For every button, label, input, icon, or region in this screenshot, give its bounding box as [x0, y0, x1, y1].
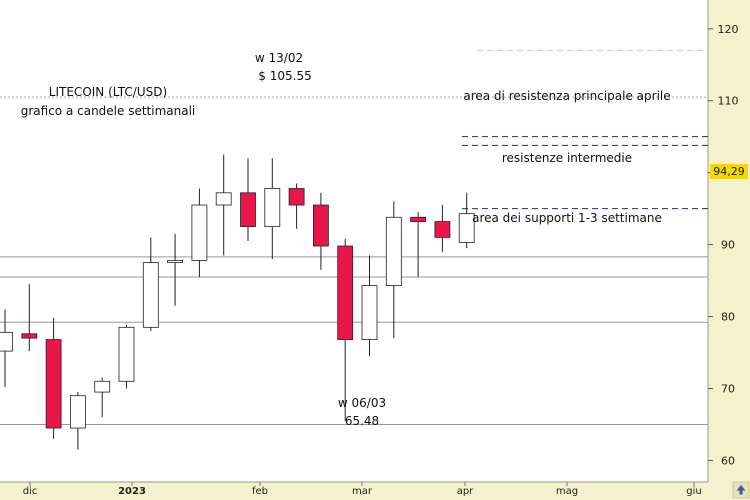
y-tick-label: 120 [718, 23, 739, 36]
candle-body-down [45, 339, 62, 429]
candle-body-down [337, 245, 354, 340]
y-axis-panel [708, 0, 750, 500]
candle-body-down [434, 221, 451, 238]
candle-body-down [312, 204, 329, 247]
x-tick-label: apr [457, 486, 474, 497]
annotation-low-value: 65.48 [345, 414, 379, 428]
candle-body-up [361, 285, 378, 340]
scroll-up-icon[interactable] [732, 481, 750, 499]
x-tick-label: feb [252, 486, 268, 497]
levels-layer [0, 49, 708, 425]
candle-body-up [191, 204, 208, 261]
x-axis-ticks: dic 2023 feb mar apr mag giu [23, 482, 702, 497]
candle-body-up [0, 331, 13, 352]
level-label-support-area: area dei supporti 1-3 settimane [472, 211, 662, 225]
candle-body-up [167, 260, 184, 263]
plot-background [0, 0, 708, 482]
candle-body-up [94, 380, 111, 393]
x-tick-label: giu [686, 486, 701, 497]
candle-body-down [410, 216, 427, 222]
y-tick-label: 110 [718, 95, 739, 108]
x-tick-label: mag [556, 486, 578, 497]
candle-body-up [264, 188, 281, 228]
annotation-low-date: w 06/03 [338, 396, 386, 410]
candle-body-up [215, 192, 232, 206]
candle-body-up [385, 216, 402, 287]
candle-body-up [458, 213, 475, 243]
candle-body-down [21, 333, 38, 339]
candle-body-up [118, 326, 135, 382]
x-tick-label: mar [352, 486, 373, 497]
annotation-high-value: $ 105.55 [258, 69, 311, 83]
level-label-main-resistance: area di resistenza principale aprile [463, 89, 670, 103]
candles-layer [0, 154, 475, 450]
y-tick-label: 60 [721, 454, 735, 467]
y-tick-label: 90 [721, 239, 735, 252]
last-price-label: 94,29 [713, 165, 745, 178]
last-price-tag [710, 164, 748, 179]
y-axis-ticks: 60708090100110120 [708, 23, 739, 467]
y-tick-label: 80 [721, 311, 735, 324]
candle-body-up [70, 395, 86, 429]
annotation-high-date: w 13/02 [255, 51, 303, 65]
chart-title: LITECOIN (LTC/USD) [49, 85, 167, 99]
candle-body-up [142, 262, 159, 328]
candle-body-down [240, 192, 256, 228]
x-axis-panel [0, 482, 708, 500]
x-tick-label: 2023 [118, 486, 146, 497]
chart-subtitle: grafico a candele settimanali [21, 104, 196, 118]
candle-body-down [288, 188, 305, 206]
y-tick-label: 70 [721, 382, 735, 395]
level-label-intermediate-resistance: resistenze intermedie [502, 151, 632, 165]
x-tick-label: dic [23, 486, 38, 497]
